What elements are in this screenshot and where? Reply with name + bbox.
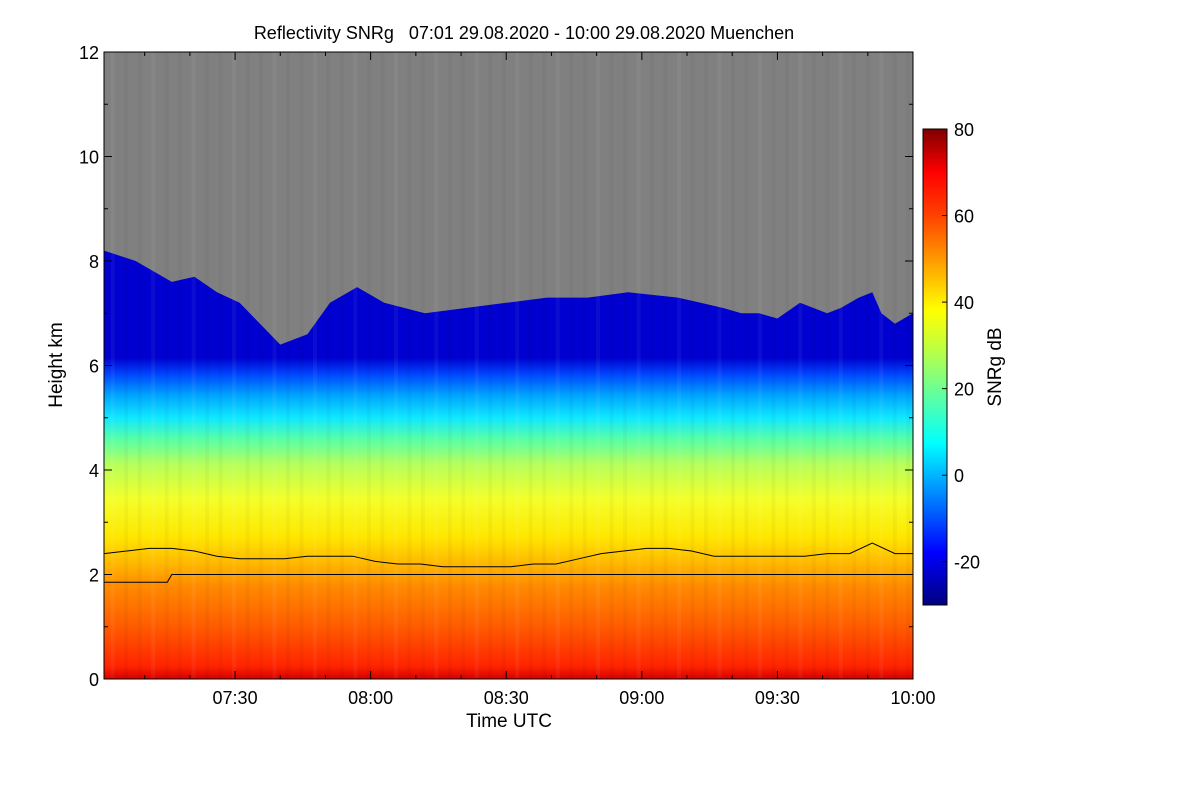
x-tick-label: 09:00 — [619, 688, 664, 708]
fall-streak — [407, 52, 411, 679]
fall-streak — [542, 52, 546, 679]
fall-streak — [704, 52, 708, 679]
fall-streak — [785, 52, 789, 679]
fall-streak — [717, 52, 722, 679]
fall-streak — [232, 52, 237, 679]
fall-streak — [124, 52, 128, 679]
y-axis: 0 2 4 6 8 10 12 — [79, 43, 913, 690]
colorbar-tick-label: 40 — [954, 293, 974, 313]
fall-streak — [798, 52, 803, 679]
fall-streak — [677, 52, 681, 679]
fall-streak — [745, 52, 749, 679]
fall-streak — [650, 52, 654, 679]
fall-streak — [691, 52, 695, 679]
fall-streak — [138, 52, 142, 679]
fall-streak — [272, 52, 277, 679]
fall-streak — [866, 52, 870, 679]
fall-streak — [825, 52, 829, 679]
y-axis-label: Height km — [46, 322, 67, 408]
fall-streak — [110, 52, 115, 679]
fall-streak — [353, 52, 358, 679]
fall-streak — [259, 52, 263, 679]
fall-streak — [380, 52, 384, 679]
fall-streak — [165, 52, 169, 679]
x-tick-label: 09:30 — [755, 688, 800, 708]
fall-streak — [151, 52, 156, 679]
fall-streak — [448, 52, 452, 679]
fall-streak — [757, 52, 762, 679]
colorbar-ticks: 80 60 40 20 0 -20 — [942, 120, 980, 573]
y-tick-label: 8 — [89, 252, 99, 272]
fall-streak — [636, 52, 641, 679]
chart-title: Reflectivity SNRg 07:01 29.08.2020 - 10:… — [254, 23, 794, 43]
colorbar-tick-label: 20 — [954, 380, 974, 400]
y-tick-label: 12 — [79, 43, 99, 63]
colorbar-tick-label: -20 — [954, 553, 980, 573]
fall-streak — [664, 52, 668, 679]
fall-streak — [191, 52, 196, 679]
fall-streak — [421, 52, 425, 679]
fall-streak — [852, 52, 856, 679]
fall-streak — [771, 52, 775, 679]
boundary-line-2 — [104, 574, 913, 583]
colorbar-tick-label: 60 — [954, 207, 974, 227]
reflectivity-field — [104, 250, 913, 679]
fall-streak — [569, 52, 573, 679]
fall-streak — [731, 52, 735, 679]
fall-streak — [893, 52, 897, 679]
fall-streak — [434, 52, 439, 679]
fall-streak — [596, 52, 601, 679]
fall-streak — [838, 52, 843, 679]
y-tick-label: 4 — [89, 461, 99, 481]
fall-streak — [502, 52, 506, 679]
fall-streaks — [110, 52, 897, 679]
y-tick-label: 2 — [89, 566, 99, 586]
colorbar: 80 60 40 20 0 -20 SNRg dB — [922, 120, 1006, 606]
x-tick-label: 07:30 — [213, 688, 258, 708]
x-tick-label: 08:30 — [484, 688, 529, 708]
fall-streak — [327, 52, 331, 679]
fall-streak — [555, 52, 560, 679]
fall-streak — [812, 52, 816, 679]
fall-streak — [583, 52, 587, 679]
boundary-lines — [104, 542, 913, 583]
y-tick-label: 10 — [79, 148, 99, 168]
x-tick-label: 10:00 — [890, 688, 935, 708]
fall-streak — [461, 52, 465, 679]
colorbar-tick-label: 0 — [954, 466, 964, 486]
fall-streak — [219, 52, 223, 679]
fall-streak — [286, 52, 290, 679]
fall-streak — [474, 52, 479, 679]
fall-streak — [367, 52, 371, 679]
fall-streak — [623, 52, 627, 679]
fall-streak — [515, 52, 520, 679]
fall-streak — [529, 52, 533, 679]
fall-streak — [340, 52, 344, 679]
fall-streak — [246, 52, 250, 679]
x-axis: 07:30 08:00 08:30 09:00 09:30 10:00 — [144, 52, 936, 708]
colorbar-scale — [922, 128, 948, 606]
fall-streak — [313, 52, 317, 679]
x-axis-label: Time UTC — [466, 711, 552, 732]
fall-streak — [488, 52, 492, 679]
fall-streak — [205, 52, 209, 679]
plot-area — [104, 52, 913, 679]
y-tick-label: 6 — [89, 357, 99, 377]
fall-streak — [300, 52, 304, 679]
x-tick-label: 08:00 — [348, 688, 393, 708]
fall-streak — [879, 52, 884, 679]
boundary-line-1 — [104, 542, 913, 568]
colorbar-tick-label: 80 — [954, 120, 974, 140]
colorbar-label: SNRg dB — [985, 327, 1006, 406]
y-tick-label: 0 — [89, 670, 99, 690]
fall-streak — [393, 52, 398, 679]
fall-streak — [178, 52, 182, 679]
fall-streak — [610, 52, 614, 679]
